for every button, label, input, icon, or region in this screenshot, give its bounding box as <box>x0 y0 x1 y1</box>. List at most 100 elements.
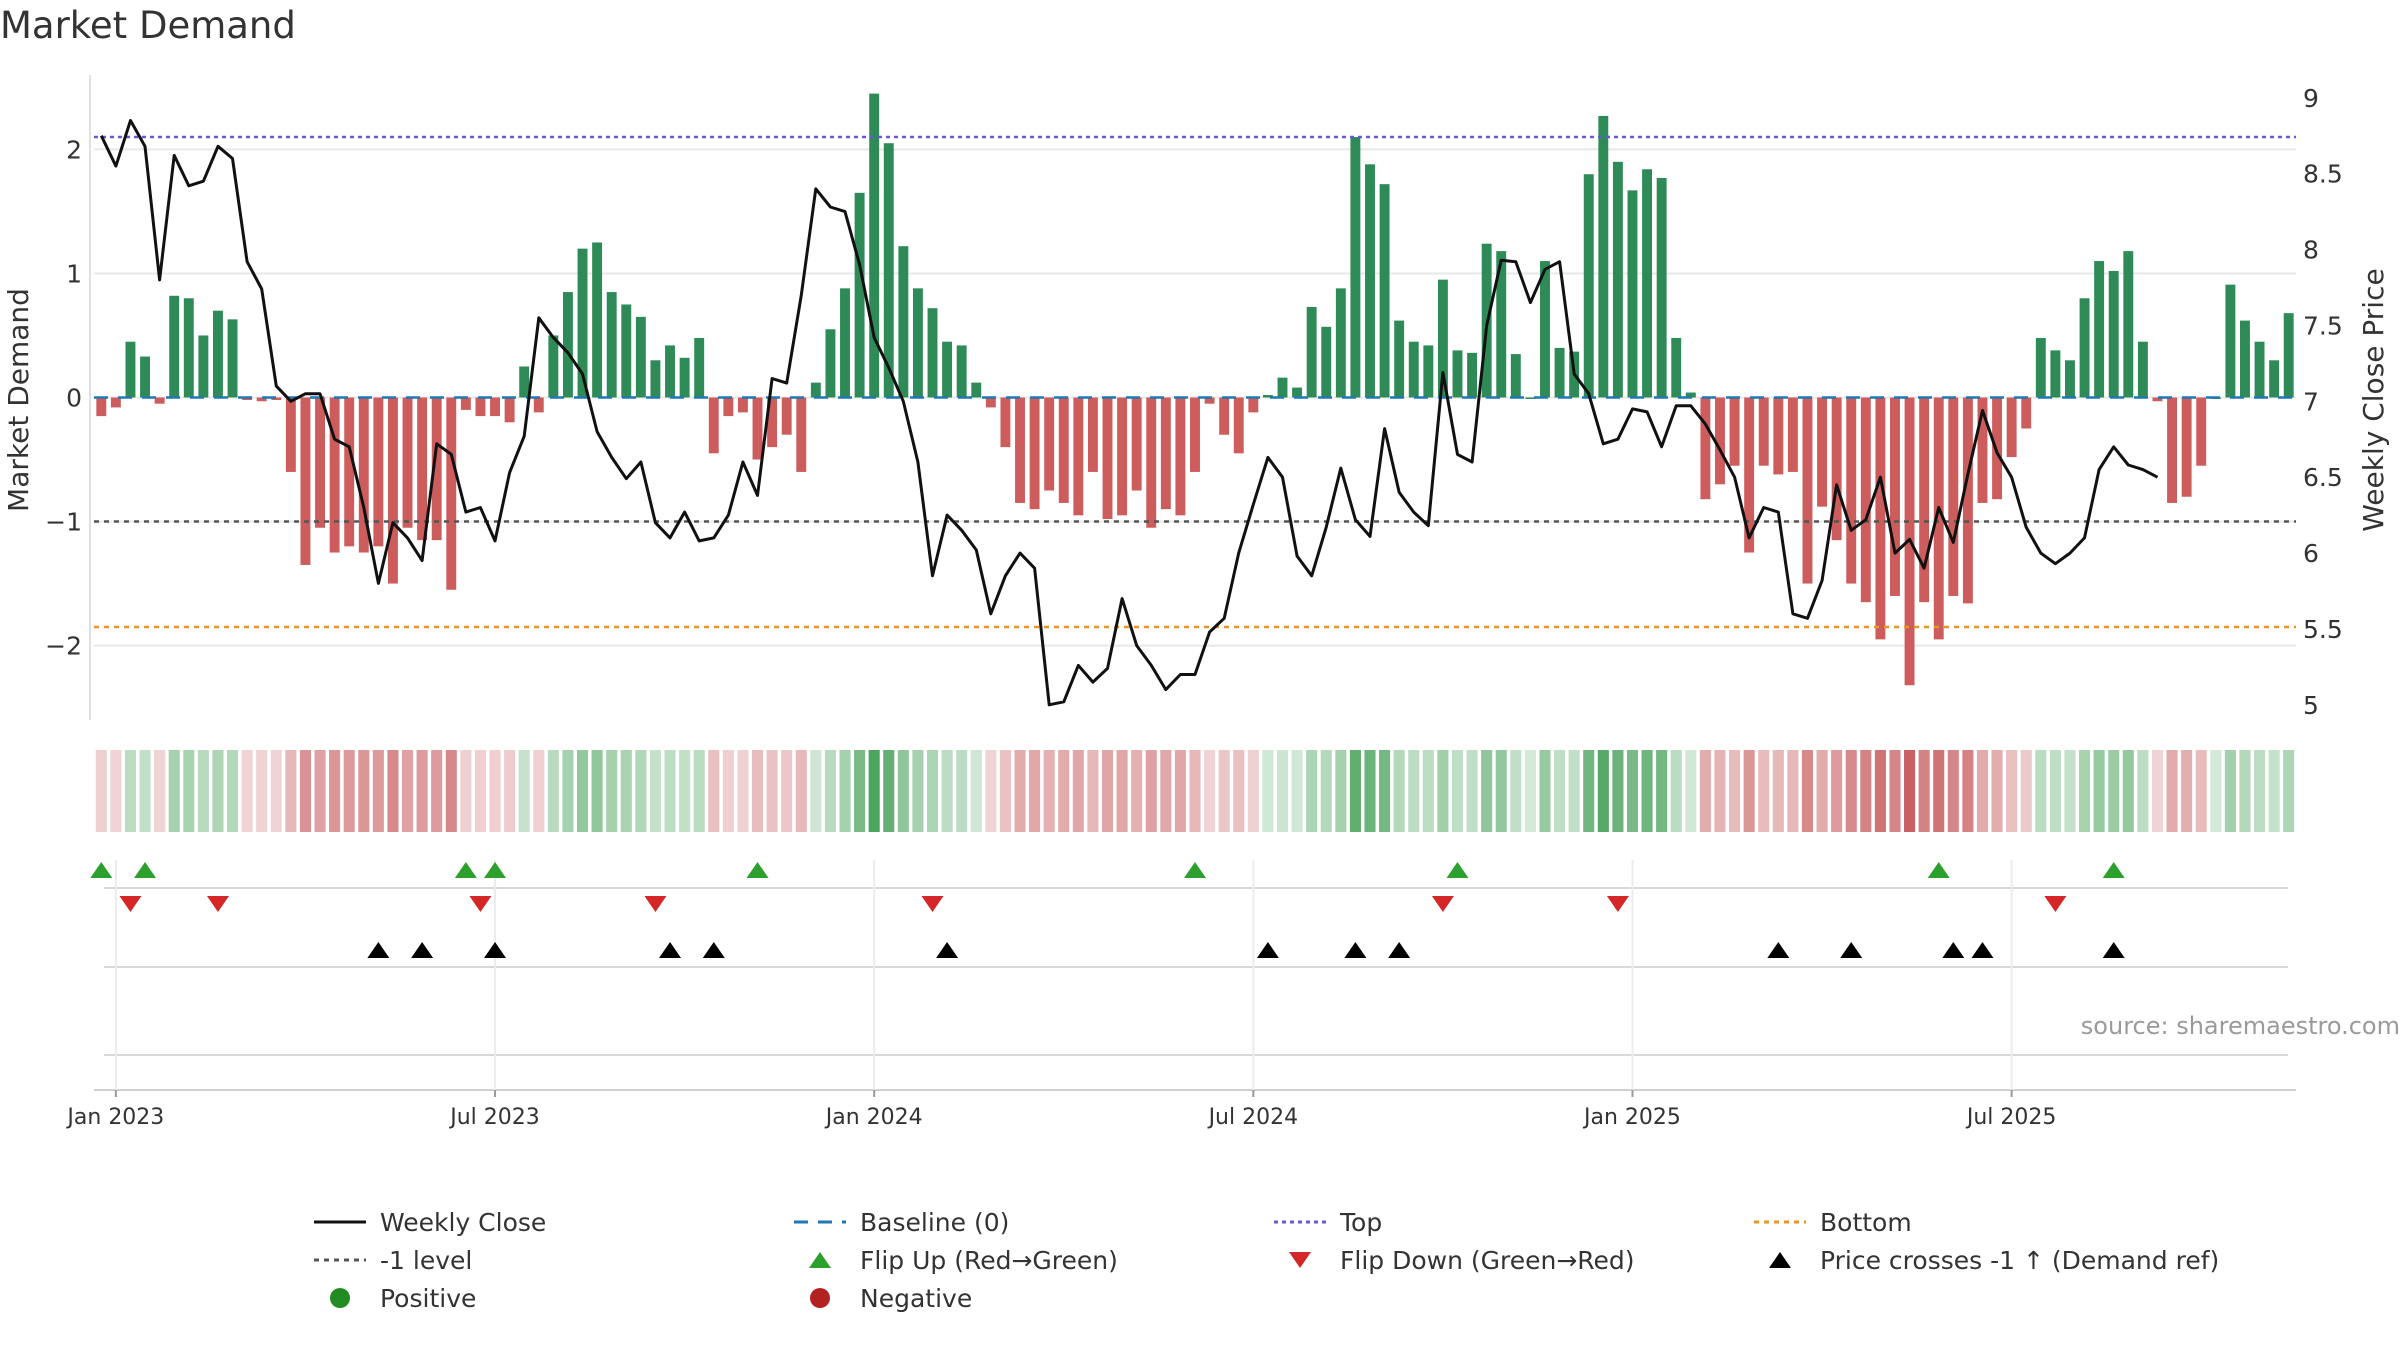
flip-up-marker <box>2102 862 2125 878</box>
heat-cell <box>1685 750 1697 832</box>
heat-cell <box>2254 750 2266 832</box>
legend-label: Baseline (0) <box>860 1207 1010 1237</box>
heat-cell <box>226 750 239 832</box>
heat-cell <box>401 750 414 832</box>
heat-cell <box>1962 750 1974 832</box>
flip-down-marker <box>644 896 667 912</box>
heat-cell <box>329 750 341 832</box>
heat-cell <box>1845 750 1857 832</box>
heat-cell <box>1801 750 1814 832</box>
heat-cell <box>2195 750 2207 832</box>
right-tick-label: 8.5 <box>2303 160 2343 189</box>
demand-bar <box>883 143 894 398</box>
x-tick-label: Jan 2025 <box>1582 1105 1681 1130</box>
heat-cell <box>722 750 734 832</box>
heat-cell <box>1816 750 1828 832</box>
heat-cell <box>2049 750 2061 832</box>
heat-cell <box>795 750 807 832</box>
flip-up-marker <box>484 862 507 878</box>
heat-cell <box>1874 750 1886 832</box>
heat-cell <box>154 750 166 832</box>
demand-bar <box>358 397 369 553</box>
demand-bar <box>1846 397 1857 584</box>
legend-label: Price crosses -1 ↑ (Demand ref) <box>1820 1245 2220 1275</box>
heat-cell <box>2166 750 2178 832</box>
heat-cell <box>1699 750 1711 832</box>
heat-cell <box>1335 750 1347 832</box>
price-cross-marker <box>702 942 725 958</box>
heat-cell <box>1481 750 1493 832</box>
demand-bar <box>402 397 413 528</box>
right-tick-label: 5.5 <box>2303 615 2343 644</box>
heat-cell <box>285 750 297 832</box>
legend-swatch-icon <box>1274 1220 1326 1224</box>
demand-bar <box>2152 397 2163 402</box>
heat-cell <box>1029 750 1041 832</box>
heat-cell <box>95 750 107 832</box>
heat-cell <box>839 750 851 832</box>
heat-cell <box>679 750 691 832</box>
demand-bar <box>1860 397 1871 603</box>
heat-cell <box>824 750 836 832</box>
heat-cell <box>1554 750 1566 832</box>
heat-cell <box>1014 750 1026 832</box>
heat-cell <box>1379 750 1391 832</box>
heat-cell <box>183 750 195 832</box>
legend: Weekly Close Baseline (0) Top Bottom -1 leve… <box>0 1205 2400 1335</box>
right-tick-label: 5 <box>2303 691 2319 720</box>
flip-down-marker <box>1431 896 1454 912</box>
heat-cell <box>766 750 778 832</box>
heat-cell <box>1641 750 1653 832</box>
heat-cell <box>547 750 559 832</box>
x-axis: Jan 2023 Jul 2023 Jan 2024 Jul 2024 Jan 2025… <box>65 1090 2056 1130</box>
heat-cell <box>1860 750 1872 832</box>
demand-bar <box>387 397 398 584</box>
heat-cell <box>518 750 530 832</box>
heat-cell <box>241 750 253 832</box>
price-cross-marker <box>1840 942 1863 958</box>
demand-bar <box>1525 397 1536 399</box>
demand-bar <box>679 357 690 398</box>
heat-cell <box>591 750 603 832</box>
heat-cell <box>1597 750 1609 832</box>
demand-bar <box>2065 360 2075 398</box>
heat-cell <box>1729 750 1741 832</box>
legend-item: Top <box>1270 1205 1382 1239</box>
flip-down-marker <box>921 896 944 912</box>
heat-cell <box>1087 750 1099 832</box>
demand-bar <box>1029 397 1040 510</box>
demand-bar <box>1146 397 1157 528</box>
heat-cell <box>2006 750 2018 832</box>
demand-bar <box>854 192 865 398</box>
heat-cell <box>912 750 924 832</box>
demand-bar <box>1583 174 1594 398</box>
heat-cell <box>999 750 1011 832</box>
chart-canvas: 2 1 0 −1 −2 9 8.5 8 7.5 7 6.5 6 5.5 5 Jan 2023 Jul 20… <box>2 75 2390 1130</box>
legend-label: Flip Down (Green→Red) <box>1340 1245 1635 1275</box>
demand-bar <box>373 397 384 547</box>
demand-bar <box>1292 387 1303 398</box>
demand-bar <box>110 397 121 408</box>
demand-bar <box>533 397 544 413</box>
demand-bar <box>2240 320 2250 398</box>
flip-up-marker <box>746 862 769 878</box>
demand-bar <box>1656 177 1667 398</box>
demand-bar <box>1306 306 1317 398</box>
heat-cell <box>1145 750 1157 832</box>
demand-bar <box>562 292 573 398</box>
heat-cell <box>781 750 793 832</box>
heat-cell <box>533 750 545 832</box>
heat-cell <box>431 750 443 832</box>
demand-bar <box>825 329 836 398</box>
heat-cell <box>2093 750 2105 832</box>
demand-bar <box>315 397 325 528</box>
heat-cell <box>197 750 209 832</box>
heat-cell <box>1233 750 1245 832</box>
demand-bar <box>1540 261 1550 398</box>
heat-cell <box>2079 750 2091 832</box>
demand-bar <box>2079 298 2090 398</box>
heat-cell <box>1276 750 1289 832</box>
demand-bar <box>1802 397 1813 584</box>
demand-bar <box>1073 397 1084 516</box>
demand-bar <box>2225 284 2236 398</box>
